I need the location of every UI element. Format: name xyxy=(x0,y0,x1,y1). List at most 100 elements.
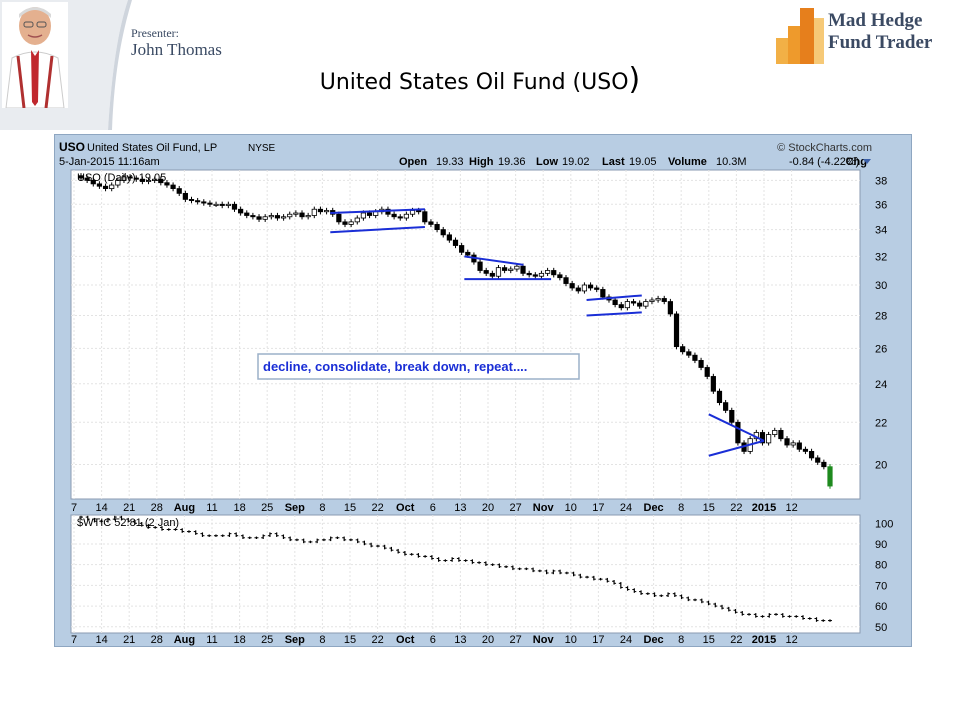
low-value: 19.02 xyxy=(562,156,590,168)
uso-candle xyxy=(416,210,422,213)
lower-legend: $WTIC 52.81 (2 Jan) xyxy=(77,517,179,529)
open-label: Open xyxy=(399,156,427,168)
stock-chart: USO United States Oil Fund, LP NYSE © St… xyxy=(54,134,912,647)
uso-candle xyxy=(84,177,90,181)
uso-candle xyxy=(182,192,188,200)
wti-x-tick: 8 xyxy=(319,634,325,646)
uso-candle xyxy=(176,188,182,194)
chart-symbol: USO xyxy=(59,140,85,154)
price-x-tick: 8 xyxy=(319,502,325,514)
price-x-tick: 10 xyxy=(565,502,577,514)
uso-candle xyxy=(158,178,164,184)
high-label: High xyxy=(469,156,494,168)
price-x-tick: 18 xyxy=(233,502,245,514)
uso-candle xyxy=(661,298,667,302)
wti-y-tick: 50 xyxy=(875,622,887,634)
uso-candle xyxy=(360,212,367,219)
price-x-tick: Oct xyxy=(396,502,415,514)
uso-candle xyxy=(790,442,796,446)
price-y-tick: 28 xyxy=(875,311,887,323)
price-y-tick: 20 xyxy=(875,459,887,471)
uso-candle xyxy=(213,203,219,206)
quote-line: Chg xyxy=(846,156,867,168)
uso-candle xyxy=(440,229,446,236)
uso-candle xyxy=(502,267,508,271)
uso-candle xyxy=(686,351,692,356)
price-x-tick: 22 xyxy=(371,502,383,514)
uso-candle xyxy=(397,216,403,219)
uso-candle xyxy=(274,215,281,219)
uso-candle xyxy=(336,213,342,223)
uso-candle xyxy=(452,239,459,246)
uso-candle xyxy=(109,184,115,189)
slide-title-text: United States Oil Fund (USO xyxy=(319,70,629,95)
low-label: Low xyxy=(536,156,558,168)
trend-line xyxy=(708,413,765,442)
price-x-tick: 14 xyxy=(95,502,107,514)
uso-candle xyxy=(735,421,741,444)
price-x-tick: Aug xyxy=(174,502,195,514)
trend-line xyxy=(330,208,425,214)
uso-candle xyxy=(477,261,483,271)
uso-candle xyxy=(434,224,440,230)
uso-candle xyxy=(280,216,287,219)
uso-candle xyxy=(655,298,661,301)
price-y-tick: 36 xyxy=(875,199,887,211)
uso-candle xyxy=(121,176,127,181)
price-x-tick: 8 xyxy=(678,502,684,514)
wti-x-tick: 15 xyxy=(344,634,356,646)
price-x-tick: 27 xyxy=(509,502,521,514)
chg-value: -0.84 (-4.22%) xyxy=(789,156,859,168)
uso-candle xyxy=(526,272,532,276)
price-y-tick: 26 xyxy=(875,343,887,355)
price-y-tick: 24 xyxy=(875,379,887,391)
uso-candle xyxy=(348,221,354,225)
uso-candle xyxy=(262,216,268,220)
uso-candle xyxy=(354,217,360,223)
logo-line-1: Mad Hedge xyxy=(828,10,923,31)
price-y-tick: 32 xyxy=(875,251,887,263)
wti-x-tick: 21 xyxy=(123,634,135,646)
uso-candle xyxy=(587,284,594,289)
chg-dropdown-icon[interactable] xyxy=(863,159,871,164)
uso-candle xyxy=(207,202,213,205)
wti-x-tick: Aug xyxy=(174,634,195,646)
wti-x-tick: Nov xyxy=(533,634,555,646)
uso-candle xyxy=(256,216,262,220)
uso-candle xyxy=(133,177,139,180)
uso-candle xyxy=(581,284,588,292)
wti-y-tick: 80 xyxy=(875,560,887,572)
price-y-tick: 34 xyxy=(875,225,887,237)
wti-y-tick: 70 xyxy=(875,580,887,592)
uso-candle xyxy=(594,287,600,290)
price-x-tick: 22 xyxy=(730,502,742,514)
trend-line xyxy=(330,226,425,234)
chg-label: Chg xyxy=(846,156,867,168)
price-x-tick: 24 xyxy=(620,502,632,514)
price-x-tick: 17 xyxy=(592,502,604,514)
uso-candle xyxy=(127,176,133,179)
uso-candle xyxy=(508,268,514,271)
presenter-name: John Thomas xyxy=(131,40,222,59)
uso-candle xyxy=(544,270,551,274)
uso-candle xyxy=(115,179,121,186)
uso-candle xyxy=(802,448,809,452)
uso-candle xyxy=(366,212,373,216)
wti-x-tick: 11 xyxy=(206,634,217,646)
uso-candle xyxy=(78,175,84,179)
trend-line xyxy=(708,439,765,457)
uso-candle xyxy=(90,179,96,185)
wti-x-tick: 17 xyxy=(592,634,604,646)
last-value: 19.05 xyxy=(629,156,657,168)
uso-candle xyxy=(152,178,158,181)
uso-candle xyxy=(250,215,256,218)
company-logo: Mad Hedge Fund Trader xyxy=(774,4,954,66)
uso-candle xyxy=(643,301,649,307)
wti-x-tick: 14 xyxy=(95,634,107,646)
wti-x-tick: Sep xyxy=(285,634,305,646)
uso-candle xyxy=(815,457,821,463)
wti-x-tick: 13 xyxy=(454,634,466,646)
uso-candle xyxy=(600,289,606,298)
uso-candle xyxy=(403,213,409,219)
uso-candle xyxy=(821,461,827,468)
